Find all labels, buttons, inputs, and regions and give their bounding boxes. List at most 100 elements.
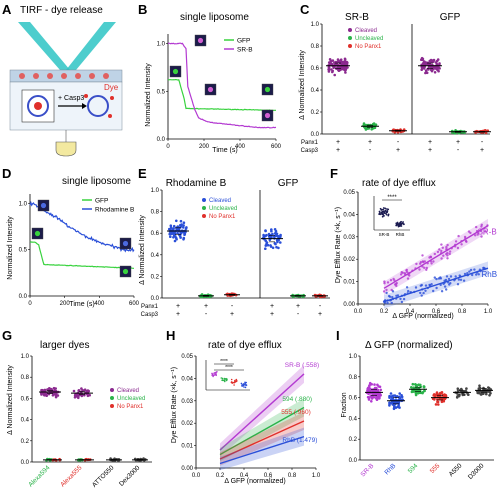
y-tick-label: 0.6 (21, 396, 30, 402)
data-point (183, 233, 186, 236)
fit-line (383, 225, 489, 289)
data-point (175, 219, 178, 223)
data-point (435, 391, 439, 394)
data-point (402, 297, 406, 301)
x-tick-label: 400 (235, 144, 246, 150)
panel-title: single liposome (62, 176, 131, 187)
panel-title: rate of dye efflux (208, 340, 282, 351)
legend-dot (202, 214, 206, 218)
data-point (432, 393, 436, 397)
x-tick-label: 200 (199, 144, 210, 150)
data-point (377, 385, 380, 388)
data-point (367, 387, 371, 390)
data-point (394, 283, 398, 286)
data-point (433, 71, 437, 74)
plot-area-h: 0.05 0.04 0.03 0.02 0.01 0.000.0 0.2 0.4 0.6 0.8 1… (181, 354, 321, 479)
x-category-label: SR-B (359, 462, 375, 478)
inset-point (385, 213, 388, 216)
data-point (456, 387, 460, 391)
data-point (370, 397, 374, 400)
data-point (391, 290, 395, 293)
data-point (420, 66, 424, 69)
data-point (264, 247, 267, 250)
data-point (389, 392, 393, 395)
data-point (456, 283, 460, 286)
row-label-panx1: Panx1 (301, 140, 319, 146)
data-point (328, 58, 332, 61)
data-point (372, 122, 376, 125)
inset-point (378, 210, 381, 213)
inset-point (381, 215, 384, 218)
inset-point (383, 215, 385, 217)
data-point (386, 301, 389, 305)
data-point (264, 234, 267, 238)
laser-beam-out (66, 22, 116, 70)
data-point (394, 406, 398, 409)
data-point (477, 273, 480, 276)
data-point (333, 65, 336, 69)
inset-point (230, 381, 233, 383)
y-tick-label: 0.8 (21, 375, 30, 381)
y-axis-label: Dye Efflux Rate (×k, s⁻¹) (171, 367, 178, 443)
y-tick-label: 0.04 (181, 376, 193, 382)
y-tick-label: 1.0 (349, 354, 358, 360)
data-point (445, 288, 448, 291)
inset-x-label: SR-B (379, 232, 390, 237)
y-axis-label: Fraction (341, 392, 348, 417)
thumbnail-spot (264, 112, 271, 119)
sign-casp3: + (336, 147, 340, 154)
data-point (415, 385, 419, 389)
data-point (424, 69, 428, 72)
data-point (443, 285, 447, 288)
series-label-srb: SR-B (478, 228, 497, 237)
data-point (457, 234, 460, 238)
data-point (437, 403, 440, 406)
data-point (77, 396, 80, 400)
legend-label: Uncleaved (209, 206, 237, 212)
y-tick-label: 0.02 (181, 421, 193, 427)
x-tick-label: 200 (60, 301, 71, 307)
y-tick-label: 1.0 (19, 201, 28, 207)
data-point (172, 224, 176, 228)
y-tick-label: 0.00 (181, 466, 193, 472)
data-point (279, 241, 282, 244)
data-point (179, 219, 183, 223)
x-category-label: 594 (407, 462, 420, 475)
inset-point (215, 371, 217, 374)
inset-point (221, 379, 224, 381)
panel-letter: H (166, 328, 175, 343)
data-point (422, 385, 426, 389)
x-category-label: 555 (429, 462, 442, 475)
data-point (344, 62, 348, 66)
data-point (478, 386, 482, 390)
data-point (435, 286, 438, 290)
data-point (420, 58, 423, 61)
y-tick-label: 0.0 (311, 132, 320, 138)
data-point (488, 394, 491, 397)
plot-area-b: 1.0 0.5 0.00 200 400 600 GFP SR-B (157, 34, 282, 150)
x-axis-label: Δ GFP (normalized) (224, 478, 285, 485)
panel-title: larger dyes (40, 340, 89, 351)
y-tick-label: 0.01 (343, 280, 355, 286)
data-point (73, 396, 77, 399)
legend-dot (110, 388, 114, 392)
legend-label: GFP (95, 198, 108, 205)
data-point (436, 58, 440, 61)
x-tick-label: 1.0 (484, 309, 493, 315)
plot-area-d: 1.0 0.5 0.00 200 400 600 GFP Rhodamine B (19, 194, 140, 307)
row-label-casp3: Casp3 (301, 148, 319, 154)
thumbnail-spot (34, 230, 41, 237)
data-point (480, 393, 483, 396)
data-point (40, 391, 43, 395)
title-left: SR-B (345, 12, 369, 23)
row-label-casp3: Casp3 (141, 312, 159, 318)
data-point (176, 231, 179, 235)
data-point (423, 266, 426, 269)
legend-dot (110, 396, 114, 400)
data-point (277, 246, 280, 250)
data-point (337, 60, 340, 63)
plot-area-c: 1.0 0.8 0.6 0.4 0.2 0.0 Cleaved Uncleaved No Pan… (301, 22, 491, 154)
data-point (465, 240, 468, 243)
x-tick-label: 0.8 (288, 473, 297, 479)
x-tick-label: 0 (166, 144, 170, 150)
